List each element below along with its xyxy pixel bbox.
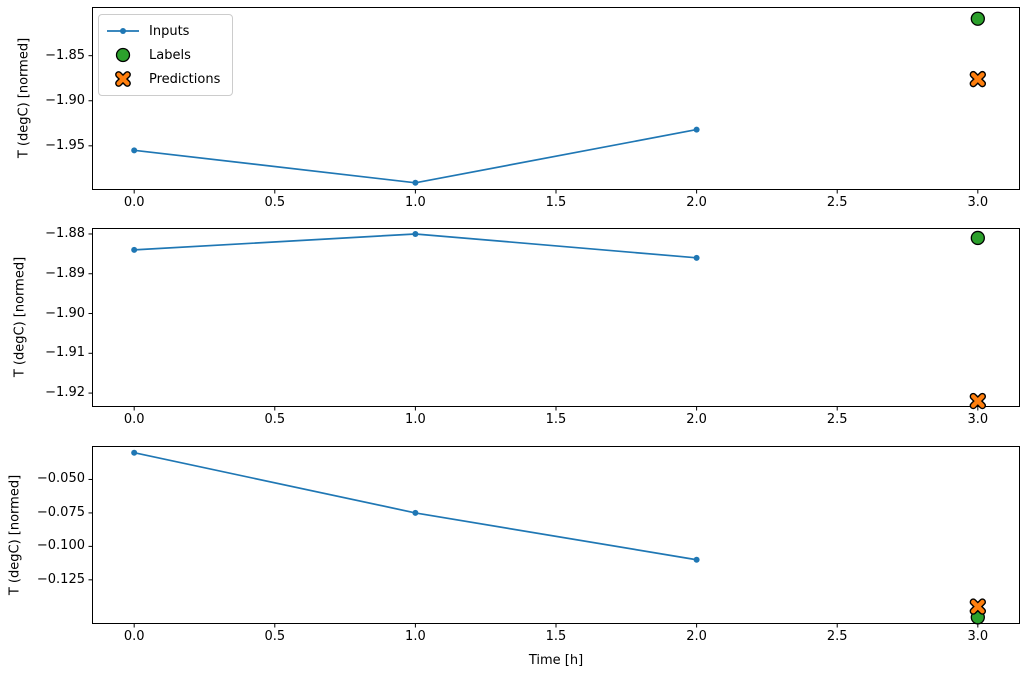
legend-item-predictions: Predictions [106, 69, 220, 89]
plot-area-middle [88, 228, 1020, 411]
y-axis-label-bottom: T (degC) [normed] [7, 474, 23, 596]
inputs-point [131, 246, 138, 253]
subplot-top-canvas [88, 7, 1020, 194]
x-tick-label: 0.5 [264, 195, 286, 210]
y-tick-label: −1.92 [45, 385, 85, 401]
y-axis-label-middle: T (degC) [normed] [12, 256, 28, 378]
inputs-point [131, 147, 138, 154]
legend-label-predictions: Predictions [149, 71, 221, 87]
axes-frame [92, 228, 1020, 407]
x-tick-label: 2.5 [826, 195, 848, 210]
predictions-point [971, 599, 985, 614]
legend-label-inputs: Inputs [149, 23, 190, 39]
x-tick-label: 3.0 [967, 629, 989, 644]
axes-frame [92, 7, 1020, 190]
y-axis-label-top: T (degC) [normed] [16, 37, 32, 159]
subplot-middle-canvas [88, 228, 1020, 411]
predictions-point [971, 72, 985, 86]
x-tick-label: 0.5 [264, 629, 286, 644]
x-tick-label: 0.0 [123, 412, 145, 427]
y-tick-label: −0.075 [36, 504, 85, 520]
x-tick-label: 3.0 [967, 195, 989, 210]
y-tick-label: −1.90 [45, 305, 85, 321]
y-tick-label: −0.100 [36, 538, 85, 554]
x-tick-label: 3.0 [967, 412, 989, 427]
inputs-point [693, 556, 700, 563]
x-tick-label: 1.0 [405, 412, 426, 427]
x-tick-label: 2.0 [686, 412, 707, 427]
y-tick-label: −0.050 [36, 471, 85, 487]
axes-frame [92, 446, 1020, 624]
y-tick-label: −1.85 [45, 47, 85, 63]
x-tick-label: 2.5 [826, 412, 848, 427]
subplot-bottom-canvas [88, 446, 1020, 628]
labels-point [970, 11, 985, 26]
y-tick-label: −1.89 [45, 265, 85, 281]
plot-area-bottom [88, 446, 1020, 628]
inputs-point [693, 126, 700, 133]
inputs-point [412, 509, 419, 516]
x-tick-label: 0.0 [123, 195, 145, 210]
inputs-line [134, 451, 697, 561]
inputs-point [131, 449, 138, 456]
legend-marker-labels-circle-icon [115, 47, 131, 63]
y-tick-label: −0.125 [36, 571, 85, 587]
legend: Inputs Labels Predictions [98, 14, 234, 96]
inputs-line [134, 128, 697, 184]
inputs-line [134, 233, 697, 259]
labels-point [970, 230, 985, 246]
x-tick-label: 2.0 [686, 629, 707, 644]
y-tick-label: −1.88 [45, 225, 85, 241]
x-tick-label: 2.0 [686, 195, 707, 210]
y-tick-label: −1.90 [45, 92, 85, 108]
x-tick-label: 1.0 [405, 629, 426, 644]
x-tick-label: 1.0 [405, 195, 426, 210]
x-tick-label: 0.0 [123, 629, 145, 644]
inputs-point [693, 254, 700, 261]
inputs-point [412, 230, 419, 237]
legend-item-inputs: Inputs [106, 21, 220, 41]
x-tick-label: 0.5 [264, 412, 286, 427]
plot-area-top [88, 7, 1020, 194]
x-tick-label: 2.5 [826, 629, 848, 644]
legend-item-labels: Labels [106, 45, 220, 65]
legend-marker-predictions-x-icon [115, 71, 131, 87]
predictions-point [971, 394, 985, 408]
x-axis-label: Time [h] [528, 653, 584, 668]
y-tick-label: −1.91 [45, 345, 85, 361]
x-tick-label: 1.5 [545, 629, 567, 644]
x-tick-label: 1.5 [545, 412, 567, 427]
x-tick-label: 1.5 [545, 195, 567, 210]
legend-label-labels: Labels [149, 47, 191, 63]
y-tick-label: −1.95 [45, 137, 85, 153]
legend-marker-inputs-line-icon [107, 28, 139, 34]
inputs-point [412, 179, 419, 186]
